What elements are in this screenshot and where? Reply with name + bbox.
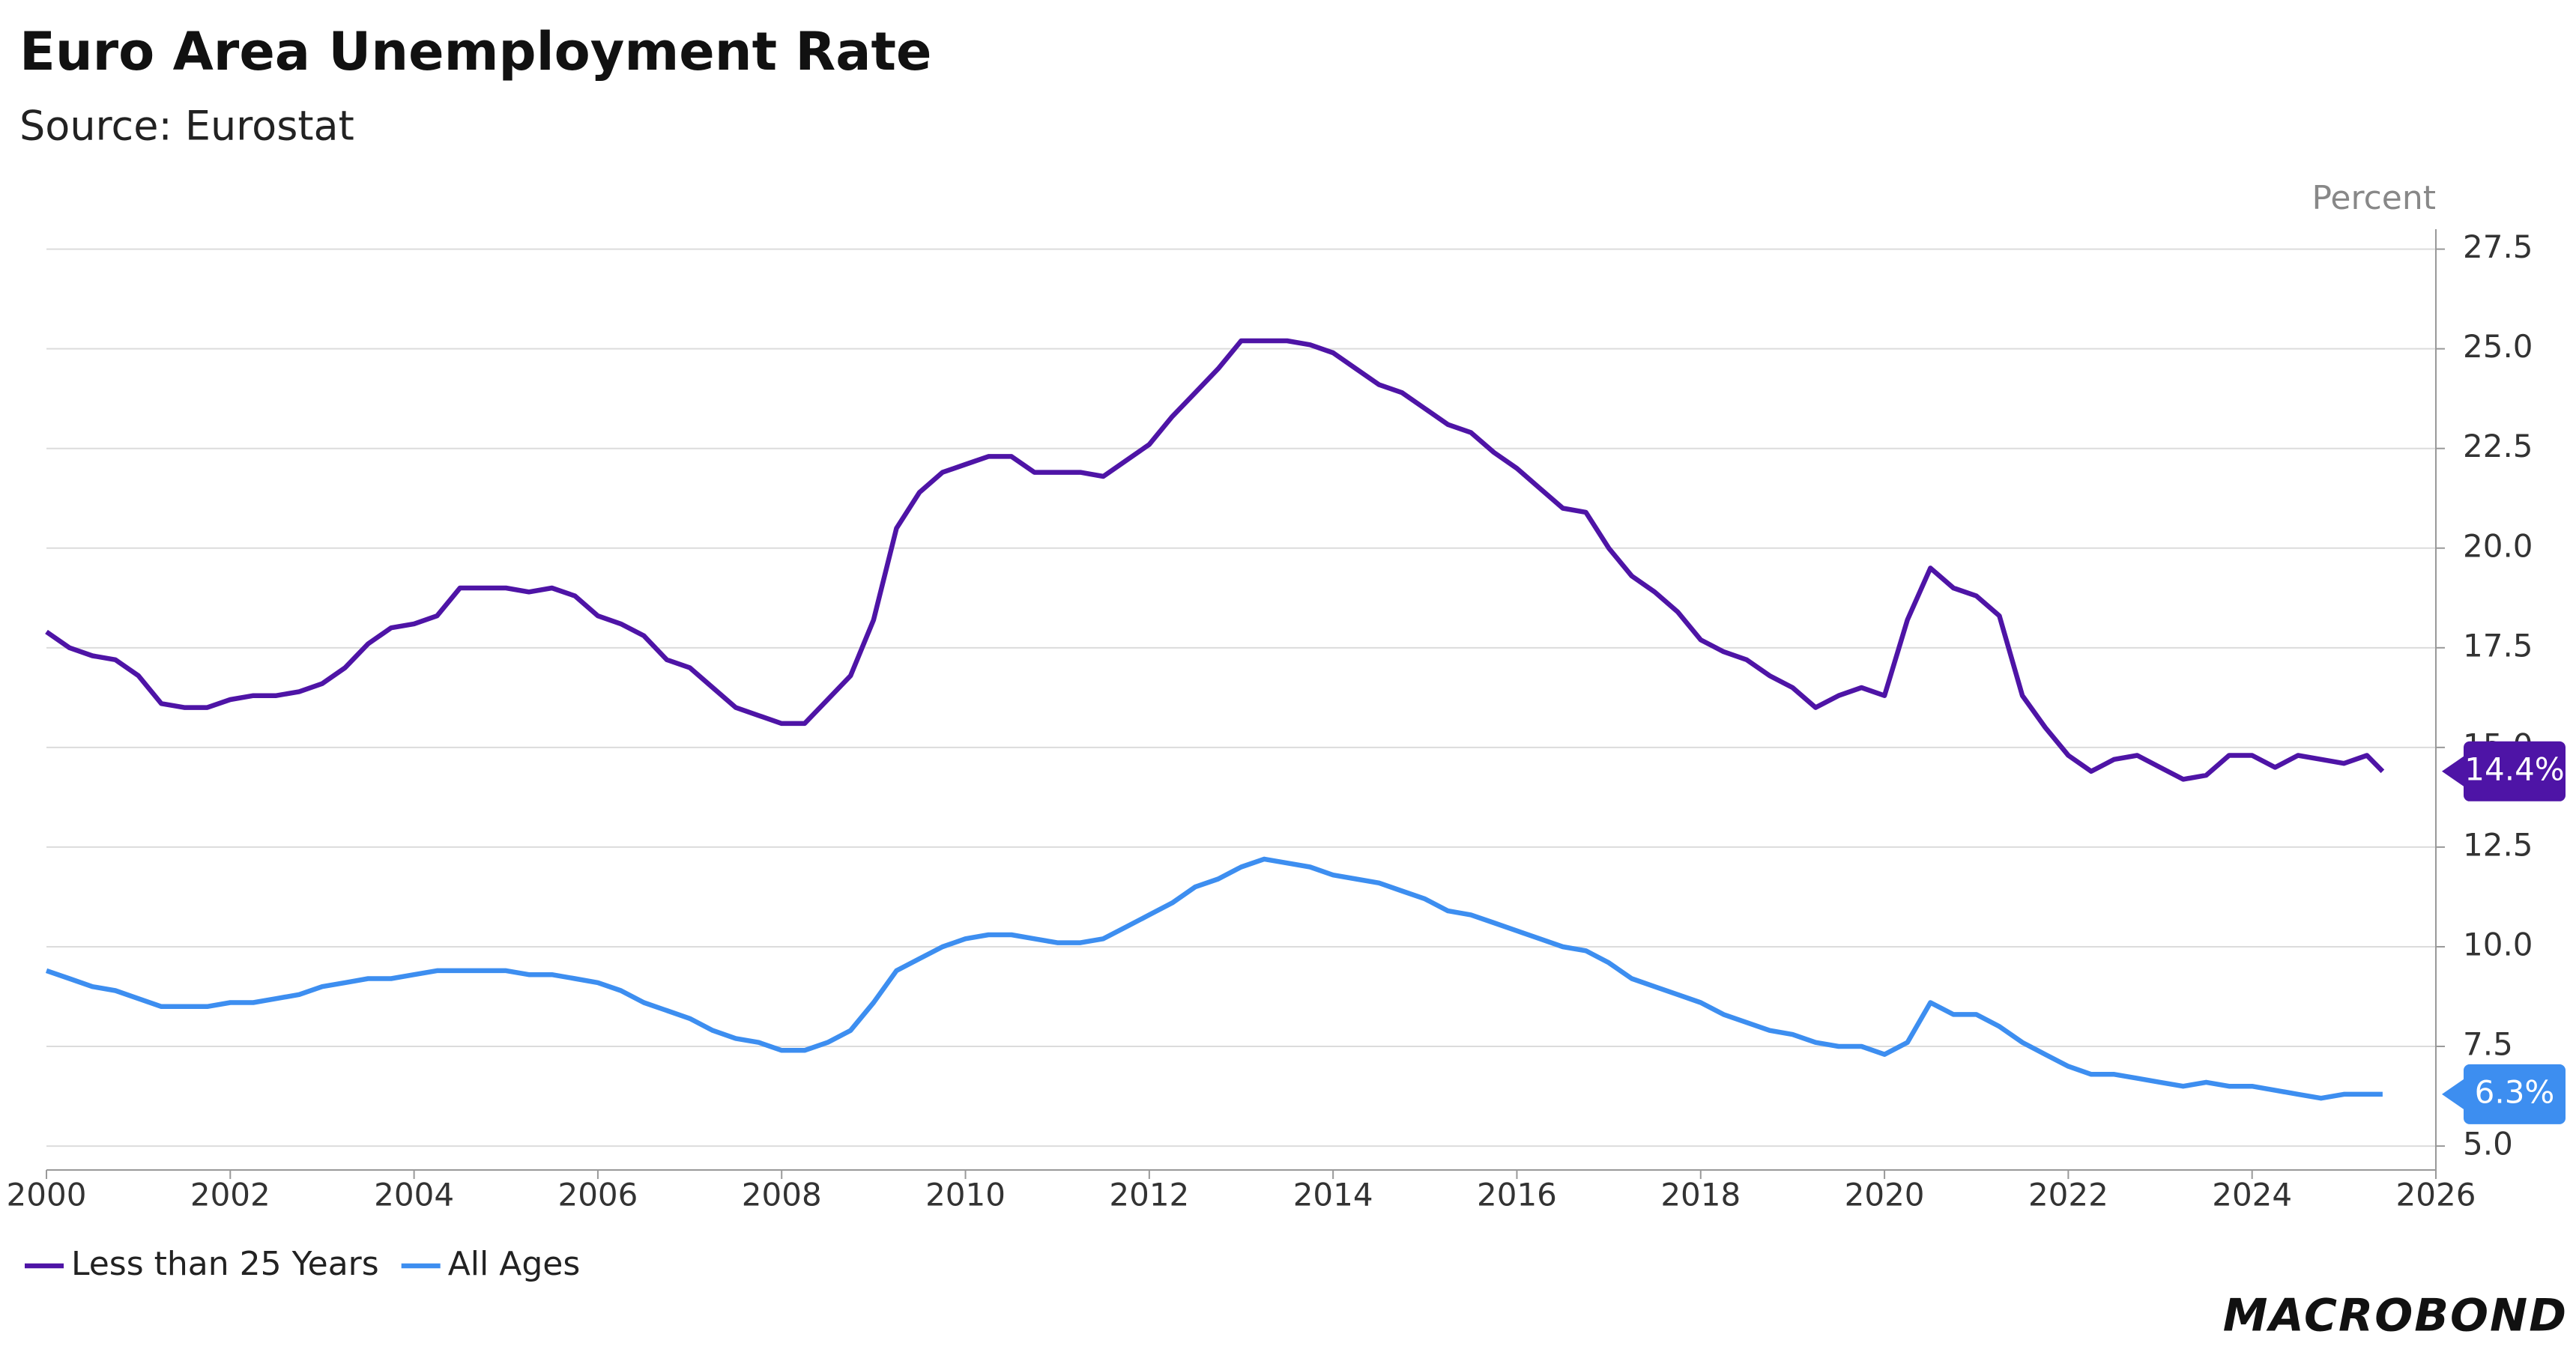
x-tick-label: 2018 — [1660, 1177, 1741, 1213]
x-tick-label: 2002 — [190, 1177, 270, 1213]
y-tick-label: 12.5 — [2463, 826, 2533, 863]
end-label-pointer — [2442, 756, 2464, 786]
y-tick-label: 17.5 — [2463, 627, 2533, 664]
end-label: 6.3% — [2475, 1073, 2555, 1110]
x-tick-label: 2006 — [557, 1177, 638, 1213]
x-tick-label: 2026 — [2396, 1177, 2476, 1213]
x-tick-label: 2004 — [374, 1177, 454, 1213]
end-label-box — [2464, 1064, 2566, 1124]
y-tick-label: 7.5 — [2463, 1026, 2513, 1063]
x-tick-label: 2022 — [2028, 1177, 2108, 1213]
legend-label: All Ages — [448, 1245, 581, 1283]
x-tick-label: 2016 — [1477, 1177, 1557, 1213]
x-tick-label: 2024 — [2212, 1177, 2292, 1213]
y-tick-label: 20.0 — [2463, 527, 2533, 564]
x-tick-label: 2000 — [7, 1177, 87, 1213]
y-tick-label: 27.5 — [2463, 228, 2533, 265]
x-tick-label: 2020 — [1845, 1177, 1925, 1213]
line — [45, 338, 2385, 782]
x-tick-label: 2012 — [1109, 1177, 1189, 1213]
legend-label: Less than 25 Years — [71, 1245, 379, 1283]
x-tick-label: 2008 — [742, 1177, 822, 1213]
y-axis-label: Percent — [2312, 179, 2436, 217]
end-label: 14.4% — [2464, 751, 2564, 787]
end-label-box — [2464, 741, 2566, 801]
line — [45, 856, 2383, 1101]
chart-title: Euro Area Unemployment Rate — [19, 21, 931, 82]
logo: MACROBOND — [2223, 1290, 2568, 1342]
y-tick-label: 25.0 — [2463, 328, 2533, 365]
x-tick-label: 2014 — [1293, 1177, 1373, 1213]
y-tick-label: 5.0 — [2463, 1126, 2513, 1162]
end-label-pointer — [2442, 1079, 2464, 1109]
chart-subtitle: Source: Eurostat — [19, 103, 354, 150]
y-tick-label: 22.5 — [2463, 428, 2533, 464]
x-tick-label: 2010 — [925, 1177, 1006, 1213]
y-tick-label: 10.0 — [2463, 926, 2533, 963]
